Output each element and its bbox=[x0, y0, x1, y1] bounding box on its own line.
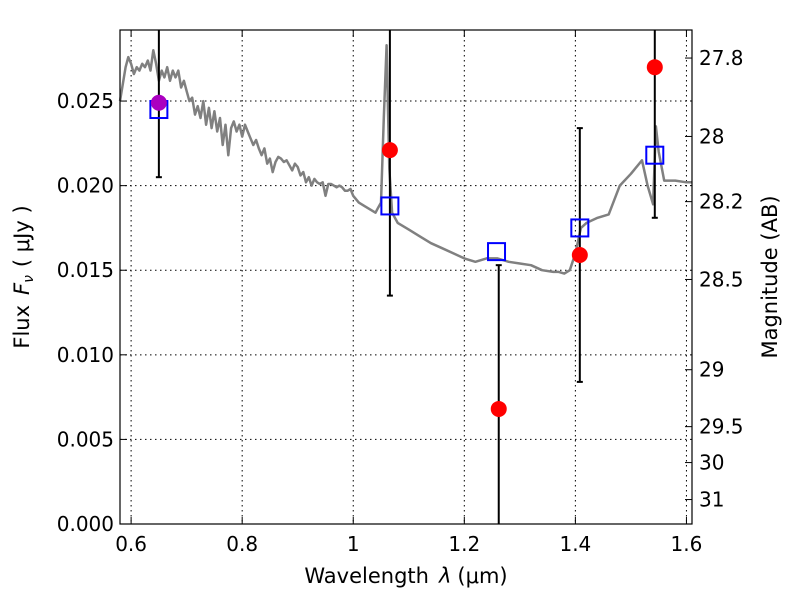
plot-frame bbox=[119, 29, 693, 525]
magnitude-tick-label: 28.2 bbox=[699, 190, 744, 214]
model-point bbox=[645, 145, 665, 165]
x-axis-label-var: λ bbox=[438, 564, 451, 588]
errorbars bbox=[155, 30, 658, 524]
observed-point bbox=[150, 94, 167, 111]
x-axis-ticks: 0.6 0.8 1 1.2 1.4 1.6 bbox=[115, 30, 702, 556]
y-axis-ticks: 0.000 0.005 0.010 0.015 0.020 0.025 bbox=[57, 89, 127, 536]
magnitude-axis-label: Magnitude (AB) bbox=[758, 195, 782, 358]
observed-points bbox=[150, 59, 663, 417]
y-axis-label-unit: ( μJy ) bbox=[10, 205, 34, 267]
y-tick-label: 0.010 bbox=[57, 343, 114, 367]
x-tick-label: 1.2 bbox=[448, 532, 480, 556]
y-tick-label: 0.020 bbox=[57, 174, 114, 198]
y-axis-label-sub: ν bbox=[21, 275, 37, 283]
spectrum-series bbox=[118, 43, 692, 275]
magnitude-axis-ticks: 27.8 28 28.2 28.5 29 29.5 30 31 bbox=[685, 46, 744, 512]
y-axis-label-var: F bbox=[10, 282, 34, 295]
spectrum-line bbox=[118, 43, 692, 275]
x-tick-label: 1.4 bbox=[559, 532, 591, 556]
x-tick-label: 0.8 bbox=[226, 532, 258, 556]
magnitude-tick-label: 28 bbox=[699, 124, 724, 148]
observed-point bbox=[571, 247, 588, 264]
model-point bbox=[570, 218, 590, 238]
y-axis-label: Flux Fν ( μJy ) bbox=[10, 205, 37, 348]
grid bbox=[120, 30, 692, 524]
magnitude-tick-label: 29 bbox=[699, 358, 724, 382]
observed-point bbox=[490, 400, 507, 417]
magnitude-tick-label: 30 bbox=[699, 451, 724, 475]
y-tick-label: 0.025 bbox=[57, 89, 114, 113]
magnitude-tick-label: 29.5 bbox=[699, 415, 744, 439]
x-tick-label: 1 bbox=[347, 532, 360, 556]
y-axis-label-text: Flux bbox=[10, 305, 34, 349]
magnitude-tick-label: 27.8 bbox=[699, 46, 744, 70]
x-axis-label: Wavelength λ (μm) bbox=[304, 564, 507, 588]
observed-point bbox=[381, 142, 398, 159]
magnitude-tick-label: 31 bbox=[699, 488, 724, 512]
y-tick-label: 0.015 bbox=[57, 258, 114, 282]
model-point bbox=[380, 196, 400, 216]
model-point bbox=[487, 242, 507, 262]
y-tick-label: 0.005 bbox=[57, 427, 114, 451]
x-tick-label: 0.6 bbox=[115, 532, 147, 556]
x-axis-label-unit: (μm) bbox=[457, 564, 507, 588]
observed-point bbox=[646, 59, 663, 76]
magnitude-tick-label: 28.5 bbox=[699, 267, 744, 291]
y-tick-label: 0.000 bbox=[57, 512, 114, 536]
model-points bbox=[149, 100, 665, 262]
x-axis-label-text: Wavelength bbox=[304, 564, 429, 588]
x-tick-label: 1.6 bbox=[671, 532, 703, 556]
